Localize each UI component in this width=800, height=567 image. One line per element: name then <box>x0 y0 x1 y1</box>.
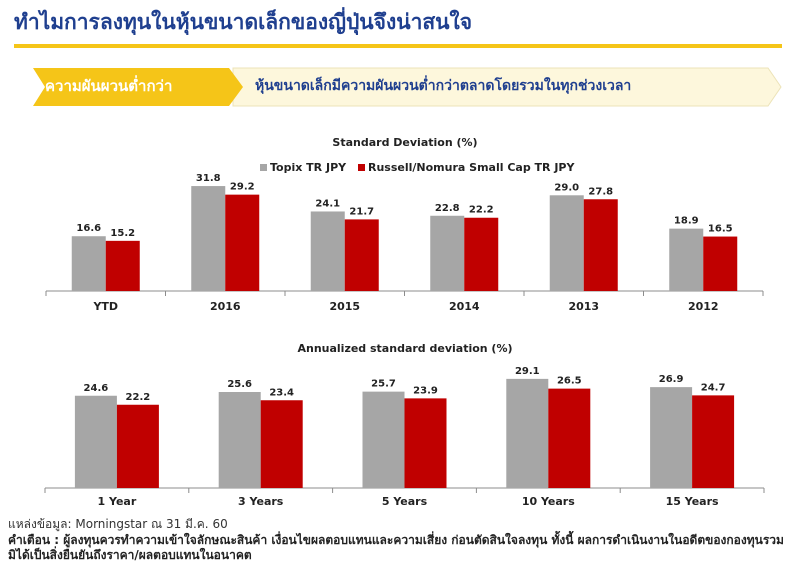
data-label: 22.2 <box>126 392 151 403</box>
legend-label-russell: Russell/Nomura Small Cap TR JPY <box>368 161 575 174</box>
category-label: YTD <box>92 300 118 313</box>
data-label: 26.9 <box>659 374 684 385</box>
category-label: 1 Year <box>98 495 137 508</box>
legend-label-topix: Topix TR JPY <box>270 161 347 174</box>
highlight-banner: ความผันผวนต่ำกว่า หุ้นขนาดเล็กมีความผันผ… <box>33 66 783 108</box>
bar-russell-3-years <box>260 400 303 488</box>
chart-1-title: Standard Deviation (%) <box>332 136 477 149</box>
bar-russell-ytd <box>105 240 140 291</box>
chart-1-legend: Topix TR JPY Russell/Nomura Small Cap TR… <box>260 161 575 174</box>
bar-topix-2012 <box>669 228 704 291</box>
banner-text: หุ้นขนาดเล็กมีความผันผวนต่ำกว่าตลาดโดยรว… <box>255 78 632 94</box>
data-label: 15.2 <box>110 228 135 239</box>
bar-topix-1-year <box>74 395 117 488</box>
category-label: 10 Years <box>522 495 575 508</box>
bar-russell-2013 <box>583 199 618 291</box>
chart-2-title: Annualized standard deviation (%) <box>297 342 512 355</box>
data-label: 26.5 <box>557 376 582 387</box>
banner-label: ความผันผวนต่ำกว่า <box>45 77 173 95</box>
data-label: 16.5 <box>708 224 733 235</box>
data-label: 24.6 <box>84 383 109 394</box>
bar-topix-2016 <box>191 186 226 291</box>
chart-annualized-standard-deviation: Annualized standard deviation (%) 24.6 22… <box>44 342 765 508</box>
bar-topix-15-years <box>650 387 693 488</box>
category-label: 2016 <box>210 300 241 313</box>
legend-swatch-topix <box>260 164 267 171</box>
data-label: 29.0 <box>554 182 579 193</box>
bar-topix-5-years <box>362 391 405 488</box>
bar-russell-2015 <box>344 219 379 291</box>
bar-topix-2015 <box>310 211 345 291</box>
bar-russell-15-years <box>692 395 735 488</box>
bar-topix-ytd <box>71 236 106 291</box>
category-label: 2012 <box>688 300 719 313</box>
data-label: 22.8 <box>435 203 460 214</box>
title-underline <box>14 44 782 48</box>
bar-russell-5-years <box>404 398 447 488</box>
data-label: 27.8 <box>588 186 613 197</box>
category-label: 3 Years <box>238 495 284 508</box>
category-label: 2015 <box>329 300 360 313</box>
page-title: ทำไมการลงทุนในหุ้นขนาดเล็กของญี่ปุ่นจึงน… <box>14 10 473 34</box>
data-label: 22.2 <box>469 205 494 216</box>
legend-swatch-russell <box>358 164 365 171</box>
data-label: 31.8 <box>196 173 221 184</box>
source-note: แหล่งข้อมูล: Morningstar ณ 31 มี.ค. 60 <box>8 517 228 531</box>
category-label: 2013 <box>568 300 599 313</box>
banner-shapes <box>33 67 782 107</box>
data-label: 18.9 <box>674 216 699 227</box>
bar-topix-3-years <box>218 392 261 488</box>
category-label: 2014 <box>449 300 480 313</box>
bar-topix-2014 <box>430 215 465 291</box>
bar-russell-1-year <box>116 404 159 488</box>
bar-russell-2016 <box>225 194 260 291</box>
data-label: 29.1 <box>515 366 540 377</box>
bar-russell-2014 <box>464 217 499 291</box>
bar-topix-2013 <box>549 195 584 291</box>
category-label: 5 Years <box>382 495 428 508</box>
disclaimer-note: คำเตือน : ผู้ลงทุนควรทำความเข้าใจลักษณะส… <box>8 533 784 562</box>
data-label: 24.1 <box>315 198 340 209</box>
banner-label-arrow <box>33 68 243 106</box>
data-label: 16.6 <box>76 223 101 234</box>
data-label: 24.7 <box>701 382 726 393</box>
chart-standard-deviation: Standard Deviation (%) Topix TR JPY Russ… <box>45 136 764 313</box>
data-label: 29.2 <box>230 182 255 193</box>
data-label: 21.7 <box>349 206 374 217</box>
data-label: 25.6 <box>227 379 252 390</box>
category-label: 15 Years <box>666 495 719 508</box>
bar-russell-2012 <box>703 236 738 291</box>
data-label: 25.7 <box>371 379 396 390</box>
bar-topix-10-years <box>506 378 549 488</box>
bar-russell-10-years <box>548 388 591 488</box>
data-label: 23.4 <box>269 387 294 398</box>
data-label: 23.9 <box>413 385 438 396</box>
